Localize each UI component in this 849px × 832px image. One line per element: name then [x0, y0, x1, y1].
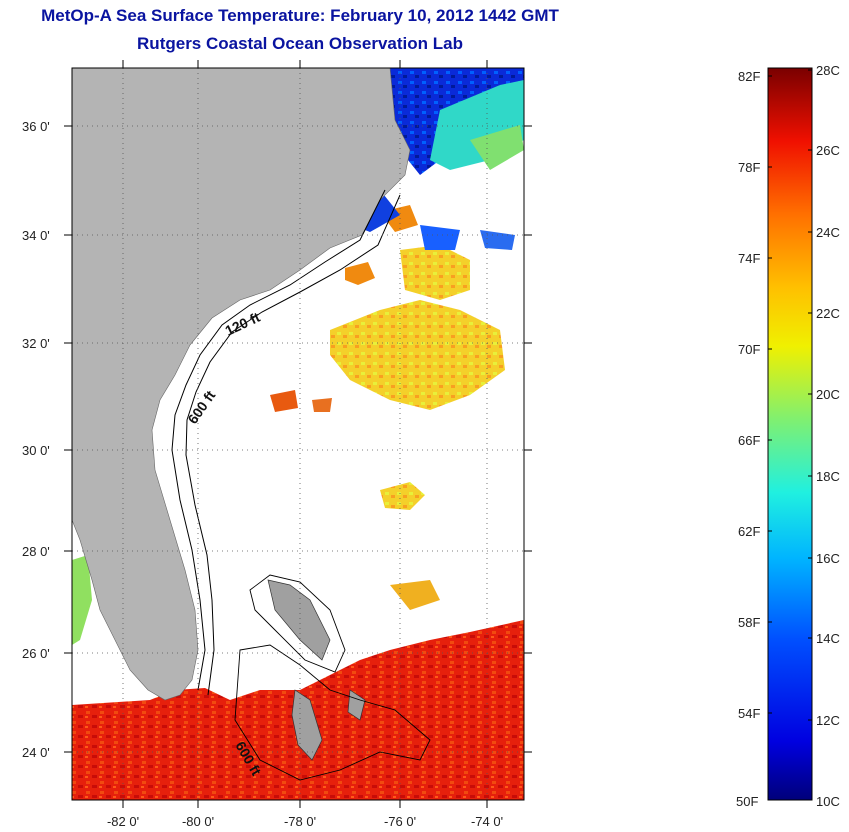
lat-label: 28 0' [22, 544, 50, 559]
colorbar-f-label: 50F [736, 794, 758, 809]
sst-orange-patch [345, 262, 375, 285]
lat-label: 24 0' [22, 745, 50, 760]
sst-orange-patch [270, 390, 298, 412]
contour-bahamas [234, 644, 431, 781]
colorbar-c-label: 12C [816, 713, 840, 728]
lon-label: -78 0' [284, 814, 316, 829]
sst-blue-patch [480, 230, 515, 250]
colorbar-c-label: 28C [816, 63, 840, 78]
colorbar-c-label: 22C [816, 306, 840, 321]
sst-orange-patch [312, 398, 332, 412]
colorbar-c-label: 26C [816, 143, 840, 158]
colorbar [767, 67, 813, 801]
map-subtitle: Rutgers Coastal Ocean Observation Lab [137, 34, 463, 53]
contour-120ft [171, 189, 386, 691]
colorbar-f-label: 82F [738, 69, 760, 84]
colorbar-c-label: 14C [816, 631, 840, 646]
colorbar-f-label: 58F [738, 615, 760, 630]
sst-yellow-patch [380, 482, 425, 510]
lat-label: 32 0' [22, 336, 50, 351]
colorbar-c-label: 18C [816, 469, 840, 484]
map-title: MetOp-A Sea Surface Temperature: Februar… [41, 6, 559, 25]
bahamas-island [291, 689, 323, 761]
lat-label: 26 0' [22, 646, 50, 661]
colorbar-f-label: 74F [738, 251, 760, 266]
lon-label: -74 0' [471, 814, 503, 829]
lat-label: 30 0' [22, 443, 50, 458]
lat-label: 36 0' [22, 119, 50, 134]
map-ticks [64, 60, 532, 808]
sst-blue-patch [420, 225, 460, 250]
lat-label: 34 0' [22, 228, 50, 243]
sst-green-patch [470, 125, 524, 170]
colorbar-f-label: 66F [738, 433, 760, 448]
colorbar-c-label: 24C [816, 225, 840, 240]
contour-bahamas [249, 574, 346, 673]
sst-yellow-patch [330, 300, 505, 410]
lon-label: -82 0' [107, 814, 139, 829]
colorbar-f-label: 70F [738, 342, 760, 357]
lon-label: -76 0' [384, 814, 416, 829]
sst-yellow-patch [400, 245, 470, 300]
sst-orange-patch [390, 580, 440, 610]
colorbar-c-label: 10C [816, 794, 840, 809]
colorbar-ticks [768, 69, 812, 721]
graticule [72, 68, 524, 800]
colorbar-f-label: 78F [738, 160, 760, 175]
colorbar-c-label: 16C [816, 551, 840, 566]
bahamas-island [267, 579, 331, 661]
lon-label: -80 0' [182, 814, 214, 829]
map-frame [71, 67, 525, 801]
colorbar-f-label: 62F [738, 524, 760, 539]
colorbar-c-label: 20C [816, 387, 840, 402]
sst-green-patch [72, 555, 92, 645]
contour-600ft [185, 194, 401, 696]
colorbar-f-label: 54F [738, 706, 760, 721]
